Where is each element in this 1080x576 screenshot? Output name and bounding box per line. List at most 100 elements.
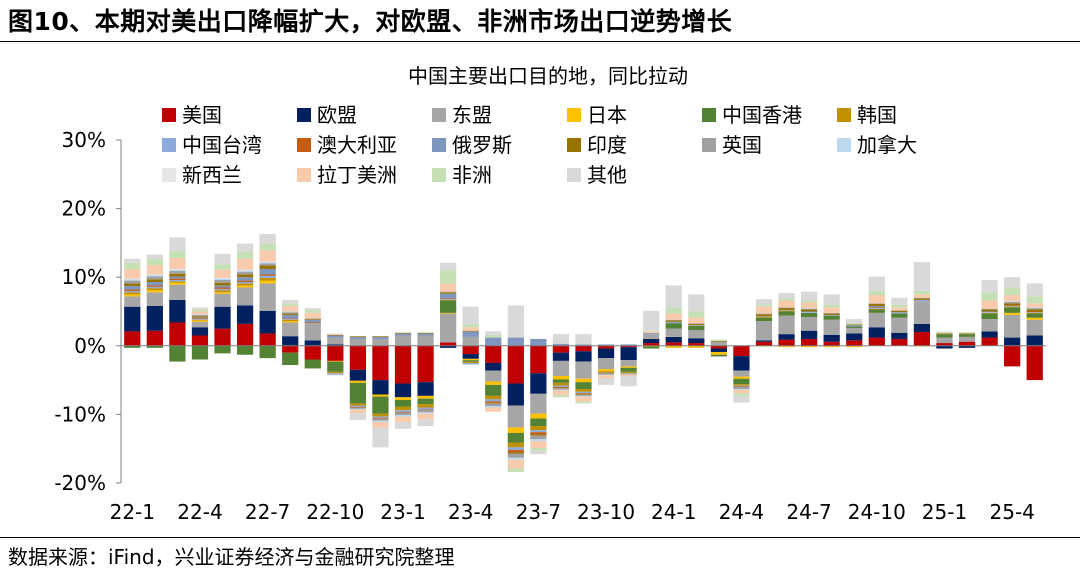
bar-segment <box>778 339 795 346</box>
bar-segment <box>733 393 750 396</box>
bar-segment <box>259 261 276 263</box>
bar-segment <box>552 379 570 383</box>
bar-segment <box>710 354 727 357</box>
bar-segment <box>688 294 705 312</box>
bar-segment <box>1026 335 1043 346</box>
bar-segment <box>846 323 863 325</box>
bar-segment <box>868 276 885 291</box>
bar-segment <box>530 393 547 414</box>
bar-segment <box>191 327 209 336</box>
legend-swatch <box>297 168 311 182</box>
bar-segment <box>755 299 773 305</box>
bar-segment <box>169 281 186 283</box>
x-tick-label: 22-7 <box>245 500 290 524</box>
legend-label: 俄罗斯 <box>452 133 512 157</box>
bar-segment <box>417 382 434 396</box>
bar-segment <box>124 283 141 287</box>
bar-segment <box>191 319 209 321</box>
x-tick-label: 24-10 <box>848 500 906 524</box>
bar-segment <box>575 378 592 383</box>
bar-segment <box>710 341 727 346</box>
bar-stack-22-10 <box>327 333 344 376</box>
bar-segment <box>507 468 524 473</box>
bar-stack-24-8 <box>823 294 840 348</box>
bar-segment <box>349 403 367 406</box>
bar-segment <box>124 278 141 280</box>
bar-segment <box>710 339 727 341</box>
bar-segment <box>440 293 457 299</box>
bar-segment <box>823 307 840 313</box>
bar-segment <box>688 338 705 344</box>
bar-segment <box>485 403 502 407</box>
bar-segment <box>169 284 186 300</box>
bar-segment <box>394 416 412 422</box>
bar-segment <box>755 314 773 317</box>
bar-segment <box>304 308 321 311</box>
bar-segment <box>1004 303 1021 306</box>
bar-segment <box>417 419 434 427</box>
bar-segment <box>394 383 412 398</box>
bar-segment <box>575 351 592 362</box>
bar-segment <box>259 310 276 334</box>
bar-stack-22-5 <box>214 253 231 354</box>
bar-segment <box>597 375 615 379</box>
bar-stack-22-3 <box>169 237 186 362</box>
bar-segment <box>755 340 773 342</box>
bar-segment <box>304 318 321 320</box>
bar-stack-23-1 <box>394 332 412 429</box>
bar-segment <box>394 345 412 384</box>
bar-segment <box>846 333 863 341</box>
bar-segment <box>823 334 840 342</box>
bar-segment <box>1004 337 1021 346</box>
bar-segment <box>755 306 773 314</box>
bar-segment <box>575 361 592 379</box>
bar-segment <box>462 345 479 355</box>
bar-segment <box>485 381 502 385</box>
bar-segment <box>891 312 908 314</box>
bar-stack-25-3 <box>981 279 998 346</box>
bar-segment <box>417 332 434 334</box>
bar-segment <box>530 435 547 440</box>
bar-segment <box>868 303 885 307</box>
bar-segment <box>800 300 818 303</box>
bar-segment <box>800 345 818 348</box>
bar-segment <box>191 321 209 328</box>
bar-segment <box>1026 308 1043 310</box>
bar-segment <box>733 389 750 390</box>
bar-segment <box>259 262 276 264</box>
bar-segment <box>958 332 976 334</box>
bar-segment <box>282 299 299 304</box>
bar-segment <box>417 409 434 411</box>
bar-segment <box>169 251 186 258</box>
bar-segment <box>462 331 479 337</box>
bar-segment <box>349 405 367 407</box>
bar-segment <box>485 345 502 363</box>
bar-segment <box>169 269 186 272</box>
bar-segment <box>507 457 524 460</box>
bar-segment <box>981 319 998 332</box>
bar-segment <box>936 331 953 333</box>
bar-segment <box>169 345 186 362</box>
bar-segment <box>394 415 412 417</box>
bar-segment <box>124 294 141 297</box>
bar-segment <box>440 283 457 292</box>
bar-segment <box>981 309 998 312</box>
bar-segment <box>191 320 209 322</box>
x-tick-label: 23-4 <box>448 500 493 524</box>
bar-segment <box>440 291 457 293</box>
bar-segment <box>868 307 885 309</box>
legend-label: 澳大利亚 <box>317 133 397 157</box>
bar-segment <box>372 416 389 418</box>
bar-segment <box>304 322 321 324</box>
bar-segment <box>417 335 434 346</box>
bar-segment <box>349 407 367 409</box>
bar-segment <box>1026 312 1043 314</box>
bar-segment <box>417 398 434 405</box>
bar-segment <box>643 332 660 334</box>
x-tick-label: 22-10 <box>306 500 364 524</box>
bar-segment <box>597 369 615 372</box>
bar-segment <box>304 359 321 369</box>
legend-label: 非洲 <box>452 163 492 187</box>
bar-stack-23-9 <box>575 334 592 404</box>
bar-stack-24-12 <box>913 262 931 347</box>
